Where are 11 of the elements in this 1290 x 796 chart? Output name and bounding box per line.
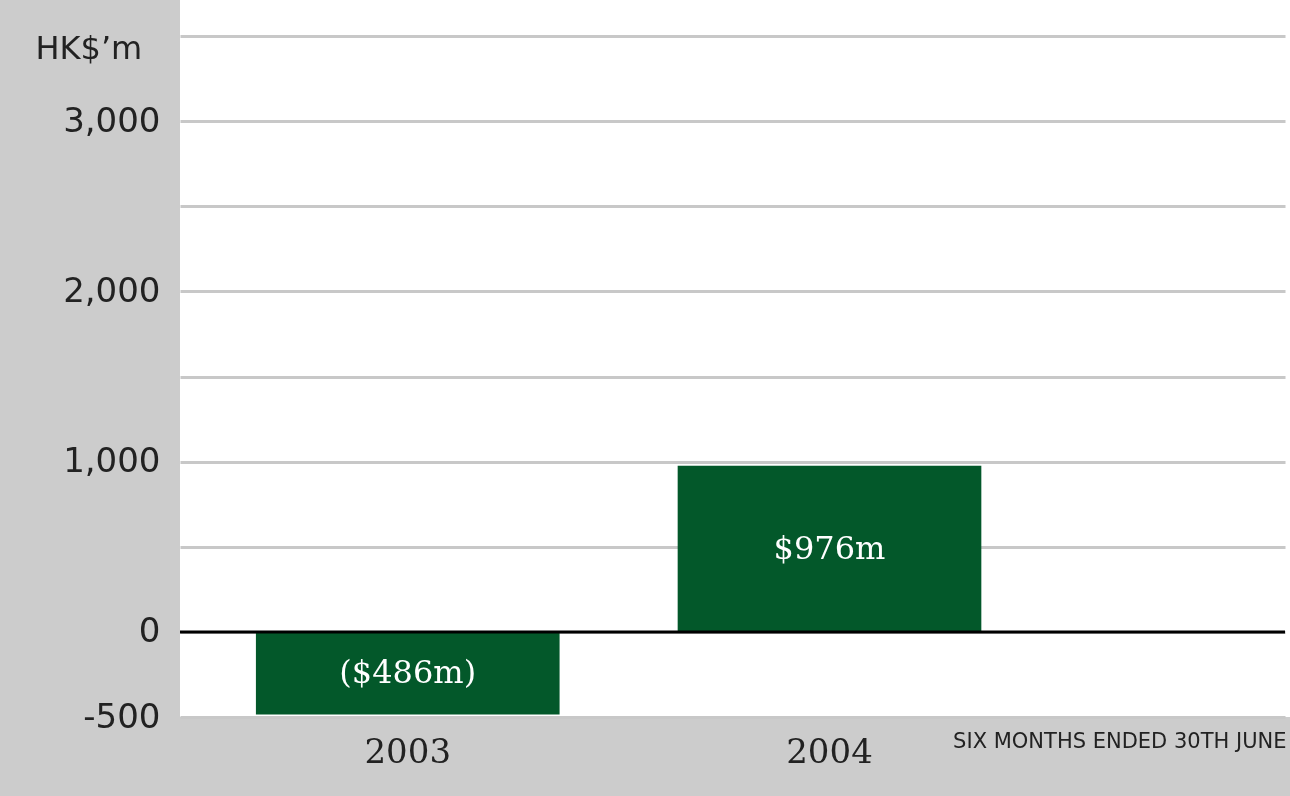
- y-tick-label: 3,000: [63, 99, 161, 140]
- x-tick-label: 2004: [786, 730, 873, 771]
- y-tick-label: 0: [138, 610, 161, 651]
- y-tick-label: -500: [83, 695, 161, 736]
- y-tick-label: 2,000: [63, 269, 161, 310]
- data-label: $976m: [773, 528, 886, 567]
- y-axis-title: HK$’m: [35, 28, 143, 67]
- y-tick-label: 1,000: [63, 440, 161, 481]
- x-tick-label: 2003: [364, 730, 452, 771]
- text: SIX MONTHS ENDED 30TH JUNE: [953, 729, 1287, 753]
- data-label: ($486m): [339, 653, 477, 692]
